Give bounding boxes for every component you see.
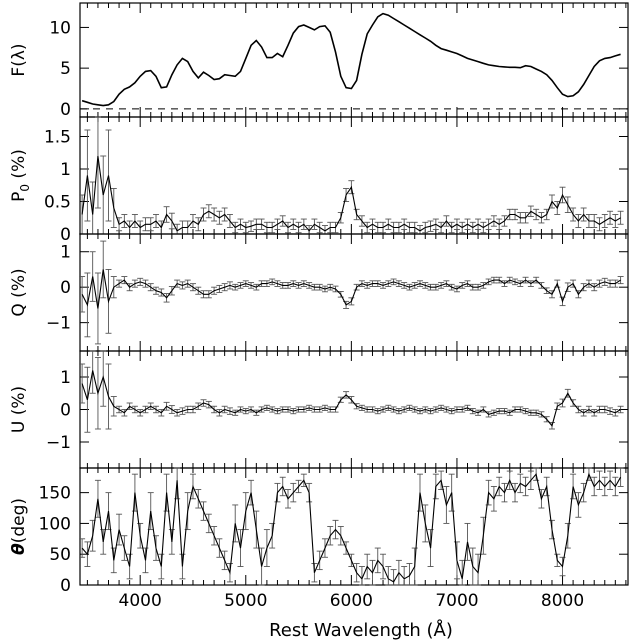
- y-tick-label: 1: [60, 368, 71, 388]
- y-axis-label-symbol: U: [9, 421, 29, 433]
- y-tick-label: 0: [60, 576, 71, 596]
- y-axis-label-unit: (%): [9, 149, 29, 184]
- panel-U: −1 0 1 U (%): [9, 350, 629, 469]
- y-axis-label-P0: P0 (%): [9, 149, 32, 202]
- y-axis-label-unit: (%): [9, 268, 29, 303]
- y-axis-label-symbol: θ: [9, 543, 29, 555]
- x-tick-label: 5000: [224, 591, 267, 611]
- y-tick-label: 50: [49, 545, 71, 565]
- y-tick-label: 150: [39, 484, 71, 504]
- series-line-P0: [81, 155, 621, 232]
- x-tick-label: 6000: [330, 591, 373, 611]
- y-tick-label: 1: [60, 160, 71, 180]
- panel-flux: 0 5 10 F(λ): [9, 2, 629, 120]
- y-tick-label: 5: [60, 59, 71, 79]
- panel-Q: −1 0 1 Q (%): [9, 233, 629, 352]
- y-tick-label: 0: [60, 278, 71, 298]
- y-tick-label: 100: [39, 514, 71, 534]
- y-axis-label-symbol: Q: [9, 303, 29, 316]
- y-axis-label-theta: θ(deg): [9, 498, 29, 555]
- y-tick-label: 0: [60, 100, 71, 120]
- x-tick-label: 7000: [435, 591, 478, 611]
- x-tick-label: 8000: [541, 591, 584, 611]
- y-tick-label: 1: [60, 243, 71, 263]
- x-axis-title: Rest Wavelength (Å): [269, 619, 453, 641]
- series-line-U: [81, 370, 621, 427]
- panel-frame: [79, 2, 629, 118]
- y-tick-label: 0.5: [44, 193, 71, 213]
- y-axis-label-U: U (%): [9, 386, 29, 433]
- y-tick-label: 1.5: [44, 128, 71, 148]
- series-line-flux: [81, 12, 621, 107]
- y-tick-label: 0: [60, 401, 71, 421]
- y-axis-label-Q: Q (%): [9, 268, 29, 316]
- y-tick-label: −1: [46, 314, 71, 334]
- series-line-Q: [81, 269, 621, 309]
- y-tick-label: 10: [49, 18, 71, 38]
- x-tick-label: 4000: [119, 591, 162, 611]
- panel-P0: 00.511.5P0 (%): [9, 116, 629, 245]
- y-axis-label-unit: (%): [9, 386, 29, 421]
- panel-frame: [79, 116, 629, 235]
- y-axis-label-unit: (deg): [9, 498, 29, 543]
- panel-frame: [79, 467, 629, 586]
- series-line-theta: [81, 472, 622, 583]
- y-tick-label: −1: [46, 433, 71, 453]
- panel-theta: 0 50 100 150 θ(deg): [9, 467, 629, 596]
- panel-frame: [79, 233, 629, 352]
- y-tick-label: 0: [60, 225, 71, 245]
- y-axis-label-symbol: F(λ): [9, 43, 29, 76]
- y-axis-label-symbol: P: [9, 192, 29, 202]
- y-axis-label-subscript: 0: [18, 184, 32, 192]
- y-axis-label-flux: F(λ): [9, 43, 29, 76]
